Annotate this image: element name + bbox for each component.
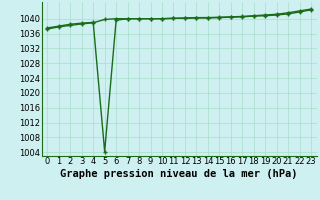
X-axis label: Graphe pression niveau de la mer (hPa): Graphe pression niveau de la mer (hPa) — [60, 169, 298, 179]
